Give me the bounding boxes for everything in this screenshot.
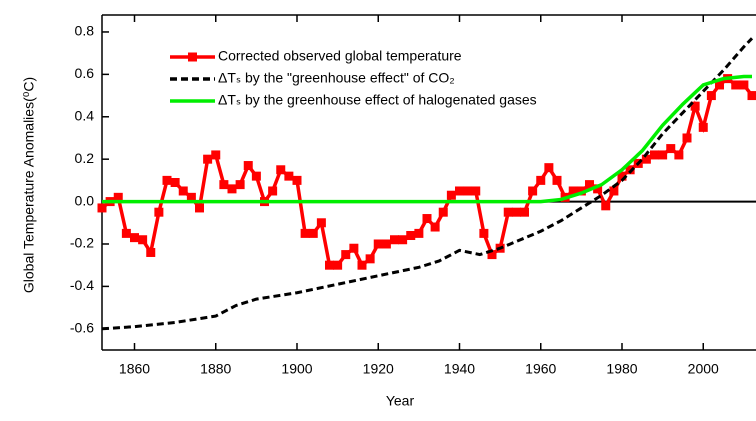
data-point xyxy=(325,261,334,270)
y-tick-label: 0.8 xyxy=(75,23,95,39)
data-point xyxy=(211,150,220,159)
x-tick-label: 1880 xyxy=(200,361,231,377)
data-point xyxy=(195,203,204,212)
data-point xyxy=(309,229,318,238)
data-point xyxy=(439,208,448,217)
legend-marker xyxy=(188,53,197,62)
x-tick-label: 1900 xyxy=(281,361,312,377)
legend-label: ΔTₛ by the greenhouse effect of halogena… xyxy=(218,92,537,108)
data-point xyxy=(479,229,488,238)
x-tick-label: 1960 xyxy=(525,361,556,377)
data-point xyxy=(666,144,675,153)
x-tick-label: 1940 xyxy=(444,361,475,377)
data-point xyxy=(536,176,545,185)
data-point xyxy=(130,233,139,242)
data-point xyxy=(366,254,375,263)
data-point xyxy=(414,229,423,238)
data-point xyxy=(219,180,228,189)
data-point xyxy=(252,172,261,181)
data-point xyxy=(317,218,326,227)
data-point xyxy=(431,223,440,232)
data-point xyxy=(447,191,456,200)
data-point xyxy=(406,231,415,240)
data-point xyxy=(236,180,245,189)
data-point xyxy=(333,261,342,270)
data-point xyxy=(463,186,472,195)
data-point xyxy=(601,201,610,210)
data-point xyxy=(699,123,708,132)
data-point xyxy=(512,208,521,217)
y-axis-label: Global Temperature Anomalies(⁰C) xyxy=(21,77,37,293)
data-point xyxy=(471,186,480,195)
data-point xyxy=(138,235,147,244)
data-point xyxy=(301,229,310,238)
data-point xyxy=(276,165,285,174)
y-tick-label: -0.2 xyxy=(70,235,94,251)
x-tick-label: 1920 xyxy=(363,361,394,377)
data-point xyxy=(650,150,659,159)
y-tick-label: 0.4 xyxy=(75,107,95,123)
x-axis-label: Year xyxy=(386,393,415,409)
data-point xyxy=(674,150,683,159)
data-point xyxy=(122,229,131,238)
data-point xyxy=(358,261,367,270)
data-point xyxy=(341,250,350,259)
data-point xyxy=(228,184,237,193)
data-point xyxy=(146,248,155,257)
data-point xyxy=(455,186,464,195)
y-tick-label: 0.0 xyxy=(75,192,95,208)
data-point xyxy=(748,91,756,100)
data-point xyxy=(707,91,716,100)
y-tick-label: 0.6 xyxy=(75,65,95,81)
data-point xyxy=(98,203,107,212)
data-point xyxy=(179,186,188,195)
data-point xyxy=(349,244,358,253)
data-point xyxy=(390,235,399,244)
legend-label: Corrected observed global temperature xyxy=(218,48,462,64)
data-point xyxy=(731,80,740,89)
data-point xyxy=(553,176,562,185)
data-point xyxy=(423,214,432,223)
data-point xyxy=(163,176,172,185)
data-point xyxy=(528,186,537,195)
data-point xyxy=(293,176,302,185)
y-tick-label: -0.4 xyxy=(70,277,94,293)
x-tick-label: 2000 xyxy=(688,361,719,377)
data-point xyxy=(244,161,253,170)
data-point xyxy=(504,208,513,217)
data-point xyxy=(739,80,748,89)
y-tick-label: 0.2 xyxy=(75,150,95,166)
data-point xyxy=(544,163,553,172)
data-point xyxy=(658,150,667,159)
data-point xyxy=(683,133,692,142)
data-point xyxy=(268,186,277,195)
data-point xyxy=(203,155,212,164)
legend-label: ΔTₛ by the "greenhouse effect" of CO₂ xyxy=(218,70,455,86)
data-point xyxy=(520,208,529,217)
x-tick-label: 1980 xyxy=(606,361,637,377)
data-point xyxy=(171,178,180,187)
data-point xyxy=(374,239,383,248)
data-point xyxy=(284,172,293,181)
x-tick-label: 1860 xyxy=(119,361,150,377)
data-point xyxy=(154,208,163,217)
data-point xyxy=(382,239,391,248)
data-point xyxy=(398,235,407,244)
y-tick-label: -0.6 xyxy=(70,320,94,336)
